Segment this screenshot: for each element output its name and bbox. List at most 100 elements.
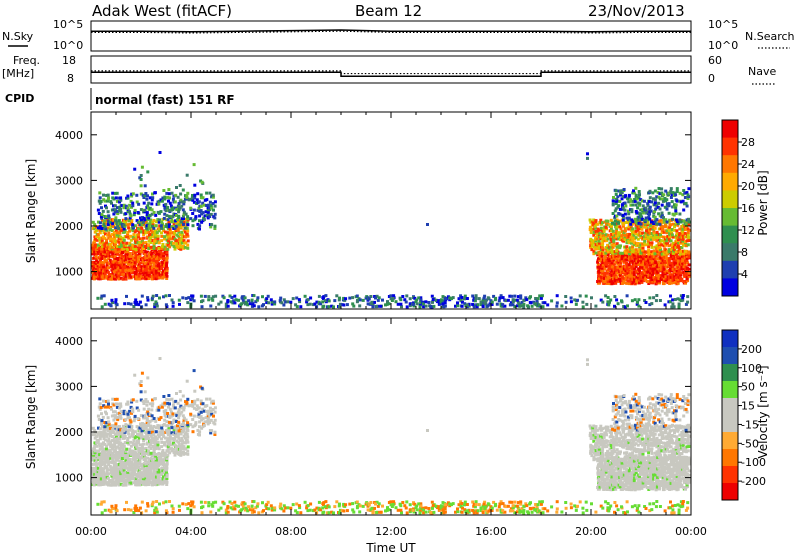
velocity-cell <box>143 471 147 474</box>
velocity-cell <box>152 478 156 482</box>
power-cell <box>154 235 158 239</box>
power-cell <box>667 244 671 248</box>
velocity-cell <box>168 451 172 455</box>
velocity-cell <box>164 415 168 419</box>
power-cell <box>332 305 335 309</box>
power-cell <box>156 256 159 260</box>
velocity-cell <box>151 436 154 440</box>
power-cell <box>128 229 132 233</box>
power-cell <box>282 298 286 302</box>
power-cell <box>106 270 110 274</box>
velocity-cell <box>178 439 182 443</box>
power-cell <box>651 225 655 229</box>
power-cell <box>619 267 622 271</box>
power-cell <box>612 262 616 266</box>
velocity-cell <box>133 466 137 470</box>
power-cell <box>658 192 662 196</box>
power-cell <box>130 218 134 222</box>
power-cell <box>206 208 210 212</box>
velocity-cell <box>158 481 162 485</box>
power-cell <box>119 273 123 277</box>
velocity-cell <box>208 421 212 424</box>
power-swatch <box>722 260 738 279</box>
power-cell <box>170 225 174 229</box>
power-cell <box>119 210 123 214</box>
velocity-cell <box>128 451 132 455</box>
velocity-cell <box>163 480 167 484</box>
power-cell <box>622 239 626 243</box>
velocity-cell <box>145 432 149 436</box>
velocity-cell <box>163 412 167 415</box>
velocity-cell <box>114 422 118 426</box>
power-cell <box>627 235 631 239</box>
power-cell <box>126 255 130 258</box>
velocity-cell <box>140 429 144 433</box>
power-cell <box>213 200 217 204</box>
power-cell <box>676 222 680 226</box>
velocity-cell <box>122 476 126 480</box>
power-cell <box>681 235 685 239</box>
power-cell <box>93 237 97 241</box>
power-cell <box>641 275 645 279</box>
power-cell <box>261 295 264 299</box>
power-cell <box>122 206 126 210</box>
velocity-cell <box>129 473 133 477</box>
power-cell <box>152 243 156 247</box>
power-cell <box>135 277 139 281</box>
noise-right-tick-top: 10^5 <box>708 18 738 31</box>
power-cell <box>534 297 538 300</box>
power-cell <box>679 294 683 298</box>
velocity-cell <box>138 483 142 487</box>
power-cell <box>282 303 286 307</box>
power-cell <box>601 265 605 268</box>
power-cell <box>624 257 628 261</box>
velocity-cell <box>135 462 139 466</box>
power-cell <box>112 204 115 208</box>
power-cell <box>179 239 183 243</box>
velocity-cell <box>133 451 137 454</box>
power-cell <box>681 298 685 302</box>
power-cell <box>115 191 119 195</box>
power-cell <box>678 252 682 256</box>
velocity-cell <box>112 445 116 449</box>
power-cell <box>632 273 636 277</box>
power-cell <box>140 294 144 298</box>
power-cell <box>133 210 137 214</box>
velocity-cell <box>150 414 154 418</box>
power-cell <box>684 281 687 285</box>
power-cell <box>614 207 618 211</box>
velocity-cell <box>122 412 126 416</box>
power-cell <box>621 214 625 217</box>
power-cell <box>614 189 618 193</box>
power-cell <box>408 297 412 301</box>
power-cell <box>631 273 635 277</box>
velocity-cell <box>132 439 136 443</box>
velocity-cell <box>166 424 170 428</box>
power-cell <box>133 245 137 248</box>
power-cell <box>671 267 675 271</box>
power-cell <box>115 303 119 307</box>
power-cell <box>96 233 100 236</box>
power-cell <box>166 218 170 222</box>
power-cell <box>97 236 101 240</box>
power-cell <box>638 193 641 197</box>
power-cell <box>98 241 102 245</box>
power-cell <box>667 229 671 232</box>
power-cell <box>646 202 650 206</box>
velocity-cell <box>176 432 180 436</box>
power-cell <box>652 197 655 201</box>
power-cell <box>613 216 617 220</box>
power-cell <box>660 263 664 267</box>
power-cell <box>165 260 169 264</box>
power-cell <box>184 212 188 216</box>
velocity-cell <box>159 430 163 434</box>
power-cell <box>614 199 618 203</box>
power-cell <box>180 222 184 226</box>
power-cell <box>619 259 623 263</box>
power-cell <box>112 267 116 271</box>
velocity-cell <box>109 406 113 410</box>
velocity-cell <box>149 424 153 428</box>
velocity-cell <box>127 442 131 446</box>
power-cell <box>629 199 633 203</box>
power-cell <box>610 271 614 274</box>
